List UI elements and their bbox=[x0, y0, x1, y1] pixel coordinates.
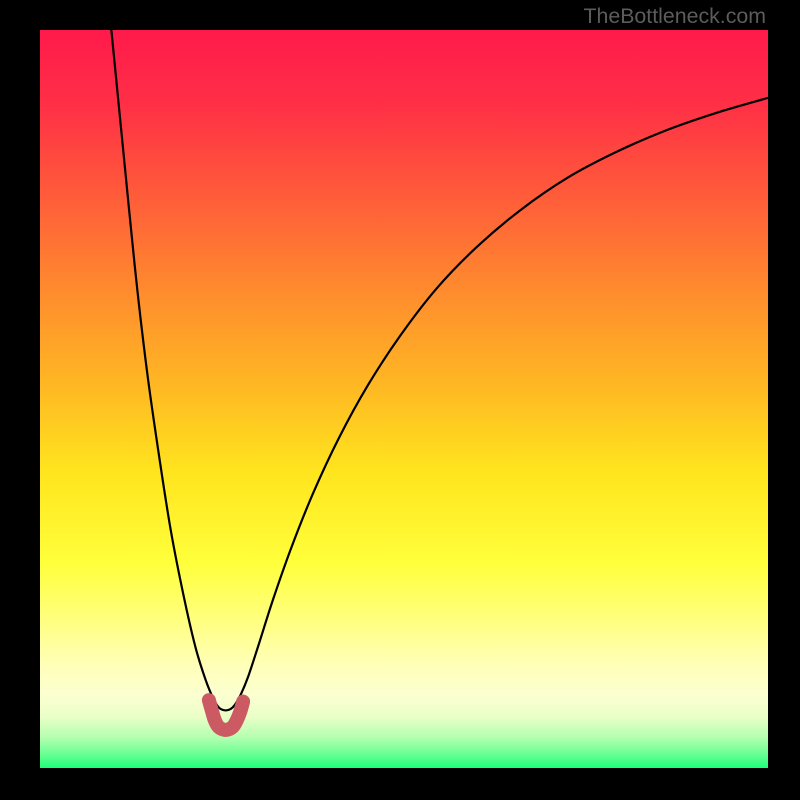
chart-plot-area bbox=[40, 30, 768, 768]
chart-stage: TheBottleneck.com bbox=[0, 0, 800, 800]
watermark-text: TheBottleneck.com bbox=[583, 4, 766, 29]
bottleneck-curve bbox=[111, 30, 768, 710]
chart-curve-svg bbox=[40, 30, 768, 768]
bottleneck-marker bbox=[209, 700, 243, 730]
